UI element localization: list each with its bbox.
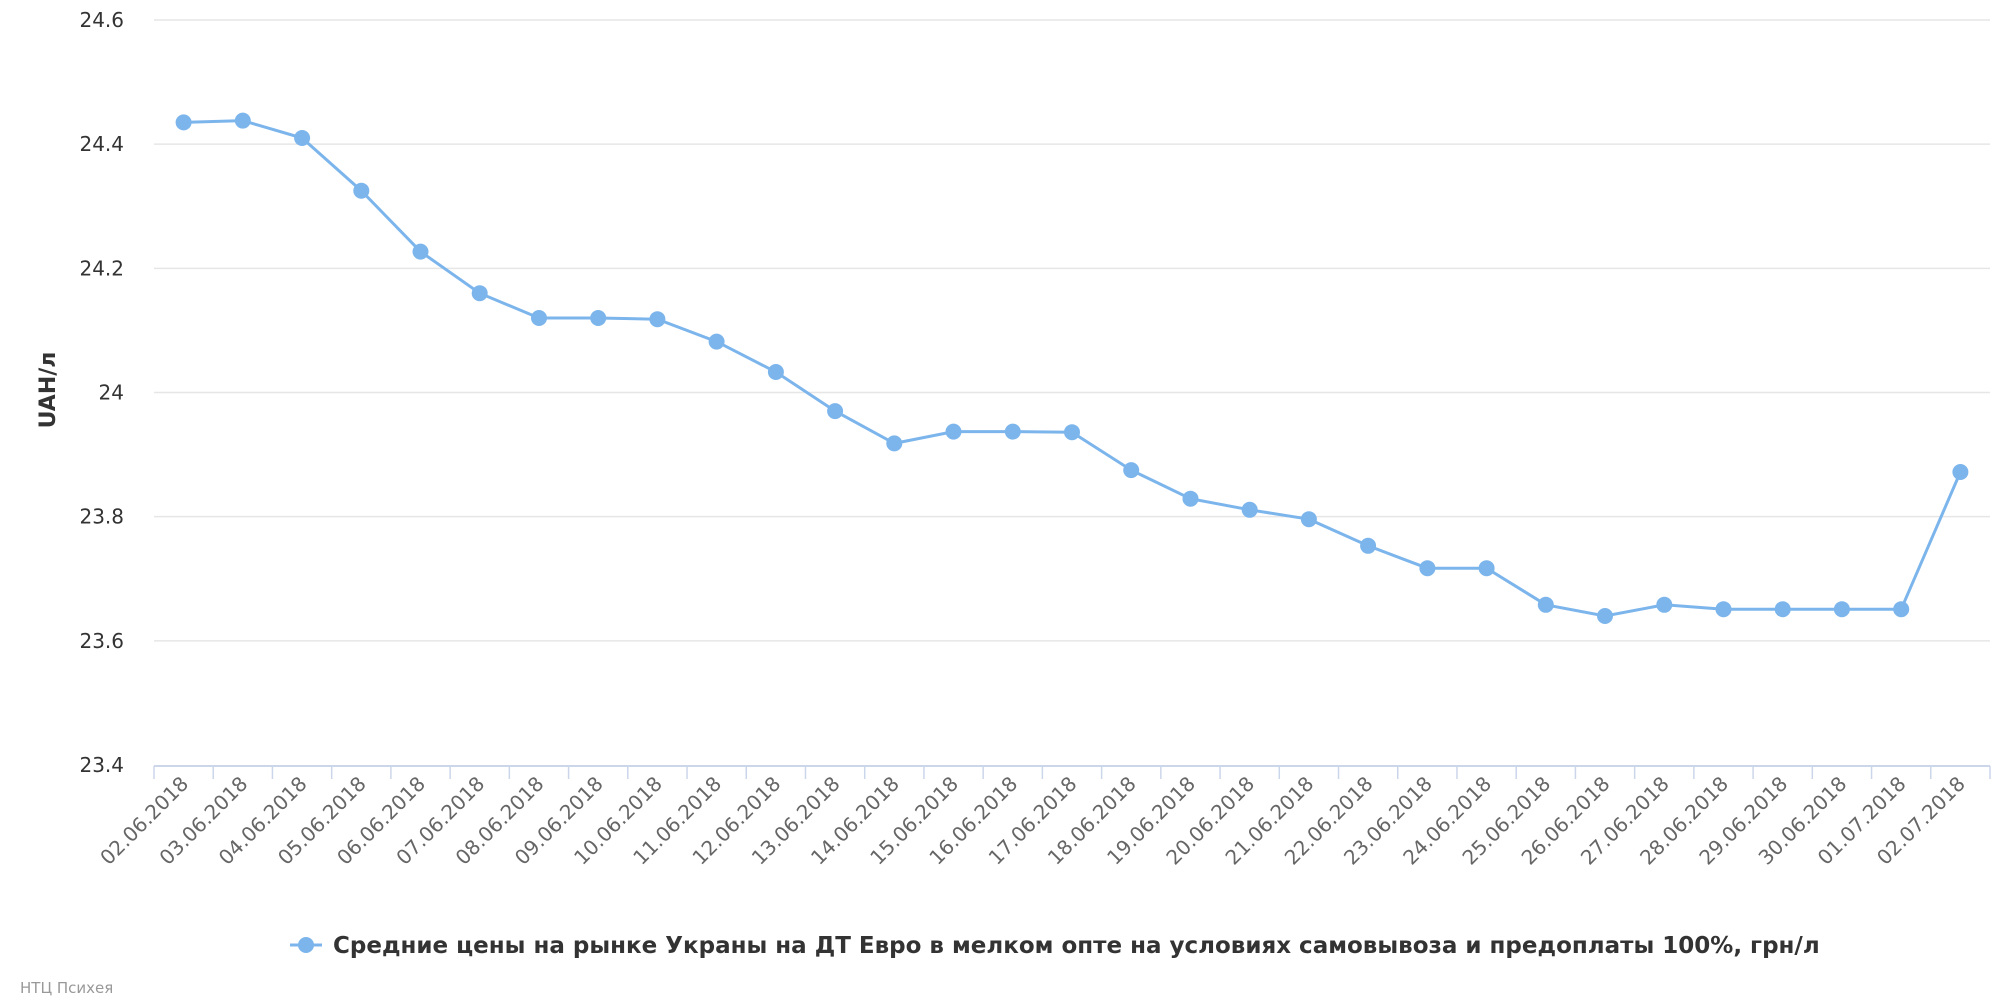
data-point[interactable]	[1952, 464, 1969, 480]
data-point[interactable]	[1241, 501, 1258, 518]
x-axis-ticks: 02.06.201803.06.201804.06.201805.06.2018…	[95, 772, 1970, 870]
series-line	[183, 119, 1962, 618]
data-point[interactable]	[175, 114, 192, 131]
data-point[interactable]	[1360, 537, 1377, 554]
y-tick-label: 23.8	[79, 505, 124, 529]
data-point[interactable]	[1597, 608, 1613, 624]
y-tick-label: 24.6	[79, 8, 124, 32]
data-point[interactable]	[353, 182, 370, 199]
data-point[interactable]	[1182, 490, 1199, 507]
y-tick-label: 24.2	[79, 256, 124, 280]
data-point[interactable]	[1004, 423, 1021, 440]
data-point[interactable]	[1123, 462, 1140, 479]
credits-text[interactable]: НТЦ Психея	[20, 979, 113, 997]
data-point[interactable]	[531, 310, 547, 326]
data-point[interactable]	[1478, 560, 1495, 577]
data-point[interactable]	[294, 130, 311, 146]
data-point[interactable]	[767, 364, 784, 380]
data-point[interactable]	[1715, 601, 1732, 618]
data-point[interactable]	[1537, 596, 1554, 613]
data-point[interactable]	[649, 311, 666, 328]
series-points	[175, 112, 1969, 624]
data-point[interactable]	[590, 310, 607, 326]
data-point[interactable]	[1774, 601, 1791, 618]
data-point[interactable]	[1833, 601, 1850, 618]
y-axis-label: UAH/л	[36, 352, 61, 429]
data-point[interactable]	[1300, 511, 1317, 528]
data-point[interactable]	[886, 435, 903, 452]
y-tick-label: 24.4	[79, 132, 124, 156]
x-axis-tick-marks	[153, 766, 1991, 779]
data-point[interactable]	[471, 285, 488, 302]
legend-marker-symbol	[298, 937, 314, 953]
data-point[interactable]	[945, 423, 962, 440]
legend-series-label: Средние цены на рынке Украны на ДТ Евро …	[333, 933, 1820, 959]
data-point[interactable]	[1419, 560, 1436, 577]
y-tick-label: 23.6	[79, 629, 124, 653]
data-point[interactable]	[1656, 596, 1673, 613]
grid-lines	[154, 19, 1990, 642]
data-point[interactable]	[1893, 601, 1910, 618]
data-point[interactable]	[234, 112, 251, 129]
data-point[interactable]	[708, 333, 725, 350]
y-tick-label: 24	[99, 381, 124, 405]
y-axis-ticks: 23.4 23.6 23.8 24 24.2 24.4 24.6	[79, 8, 124, 777]
data-point[interactable]	[1064, 424, 1080, 441]
legend[interactable]: Средние цены на рынке Украны на ДТ Евро …	[290, 933, 1820, 959]
y-tick-label: 23.4	[79, 753, 124, 777]
data-point[interactable]	[412, 243, 429, 260]
data-point[interactable]	[827, 403, 844, 420]
